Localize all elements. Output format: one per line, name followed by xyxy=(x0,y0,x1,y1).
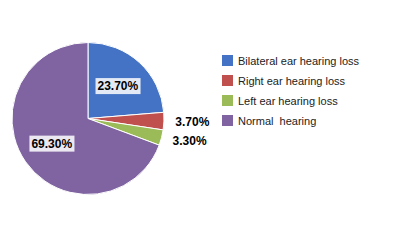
data-label: 3.70% xyxy=(175,115,209,129)
legend-swatch xyxy=(222,115,233,126)
data-label-background xyxy=(29,136,74,152)
legend-swatch xyxy=(222,55,233,66)
legend-label: Left ear hearing loss xyxy=(238,95,338,107)
data-labels: 23.70% 3.70% 3.30% 69.30% xyxy=(29,78,209,152)
data-label-background xyxy=(96,78,141,94)
pie-slice xyxy=(88,43,164,119)
legend-label: Bilateral ear hearing loss xyxy=(238,55,360,67)
data-label: 23.70% xyxy=(98,79,139,93)
chart: 23.70% 3.70% 3.30% 69.30% Bilateral ear hear… xyxy=(0,0,400,237)
legend-swatch xyxy=(222,75,233,86)
pie-slice xyxy=(12,43,159,195)
legend-label: Normal hearing xyxy=(238,115,316,127)
legend-swatch xyxy=(222,95,233,106)
data-label: 3.30% xyxy=(173,134,207,148)
slices xyxy=(12,43,164,195)
data-label: 69.30% xyxy=(31,137,72,151)
legend-label: Right ear hearing loss xyxy=(238,75,346,87)
legend: Bilateral ear hearing loss Right ear hear… xyxy=(222,55,360,127)
